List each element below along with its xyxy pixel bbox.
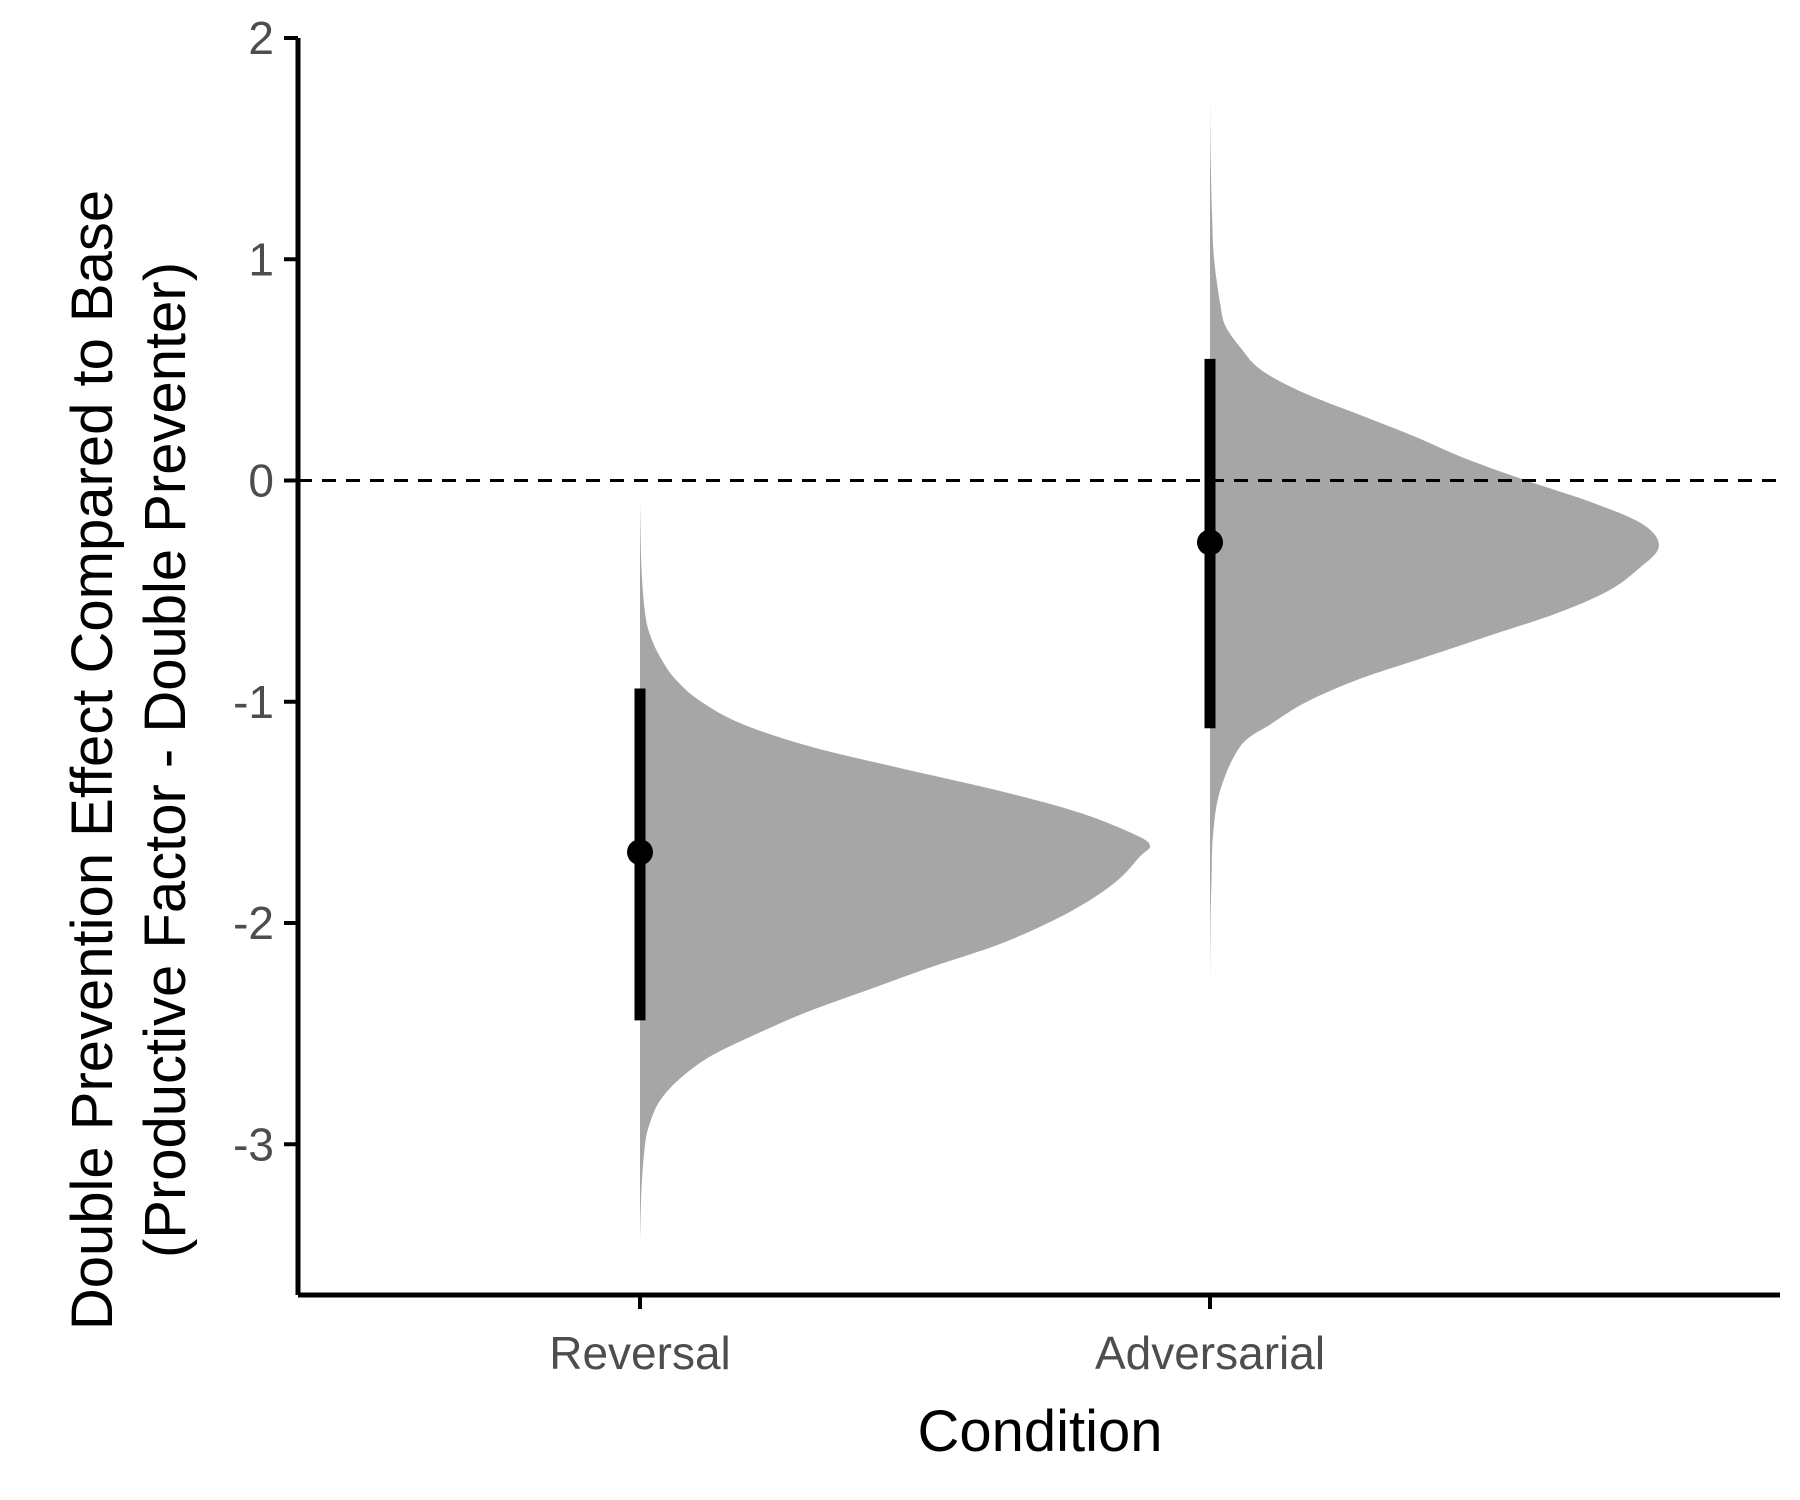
violin-adversarial <box>1210 93 1659 990</box>
y-axis-title-line1: Double Prevention Effect Compared to Bas… <box>60 190 125 1330</box>
point-estimate-reversal <box>627 839 653 866</box>
y-tick-label-5: -3 <box>233 1118 274 1170</box>
intervals-layer <box>627 358 1223 1021</box>
x-tick-label-reversal: Reversal <box>549 1327 731 1379</box>
y-axis-title-line2: (Productive Factor - Double Preventer) <box>133 262 198 1258</box>
axes-layer: 2 1 0 -1 -2 -3 Reversal Adversarial <box>233 12 1780 1379</box>
violin-reversal <box>640 502 1151 1244</box>
y-tick-label-3: -1 <box>233 676 274 728</box>
point-estimate-adversarial <box>1197 529 1223 556</box>
x-tick-label-adversarial: Adversarial <box>1095 1327 1325 1379</box>
y-tick-label-1: 1 <box>248 233 274 285</box>
x-axis-title: Condition <box>917 1399 1162 1464</box>
y-tick-label-4: -2 <box>233 897 274 949</box>
y-tick-label-0: 2 <box>248 12 274 64</box>
y-tick-label-2: 0 <box>248 455 274 507</box>
violins-layer <box>640 93 1659 1244</box>
